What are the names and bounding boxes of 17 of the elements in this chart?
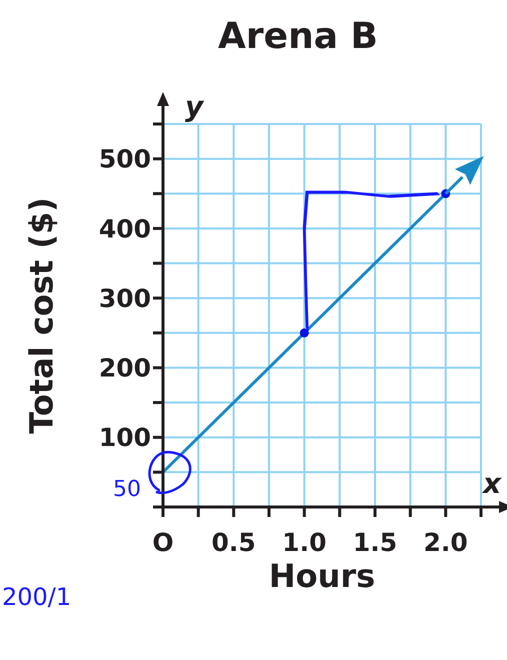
x-tick-label: 1.5 [352,528,398,557]
y-tick-label: 200 [98,354,151,383]
y-axis-title: Total cost ($) [22,197,60,434]
x-axis-title: Hours [268,557,376,595]
x-tick-label: O [152,528,174,557]
x-tick-label: 0.5 [212,528,256,557]
text: y [185,90,205,123]
y-tick-label: 500 [98,144,151,174]
chart-title: Arena B [218,16,378,57]
y-tick-label: 400 [98,214,151,244]
text: 200/1 [2,583,72,611]
y-tick-label: 100 [98,423,151,452]
annotation: 50 [113,477,141,502]
x-tick-label: 2.0 [424,528,468,557]
y-tick-label: 300 [98,284,151,313]
x-tick-label: 1.0 [282,528,326,557]
text: x [481,467,502,500]
